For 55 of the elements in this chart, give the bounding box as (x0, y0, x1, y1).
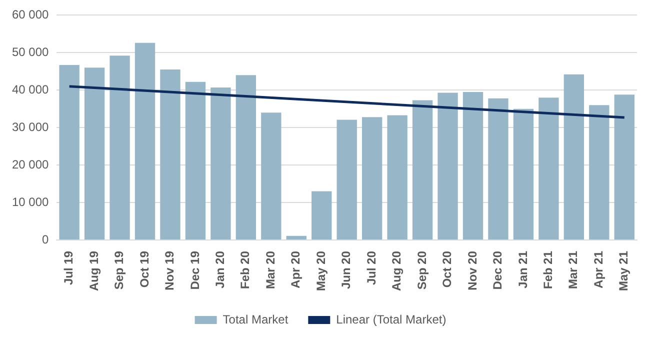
y-tick-label: 60 000 (12, 8, 50, 22)
bar (84, 68, 105, 240)
y-tick-label: 20 000 (12, 157, 50, 172)
y-tick-label: 10 000 (12, 194, 50, 209)
x-tick-label: Jan 21 (516, 250, 530, 288)
x-tick-label: Sep 20 (414, 250, 429, 290)
x-tick-label: Oct 19 (137, 250, 152, 288)
x-tick-label: Apr 21 (591, 250, 606, 288)
y-tick-label: 50 000 (12, 44, 50, 59)
bar (538, 98, 559, 240)
bar (589, 105, 610, 240)
bar (387, 115, 408, 240)
bar (438, 92, 458, 240)
bar (488, 98, 508, 240)
bar (210, 88, 231, 240)
x-tick-label: Aug 20 (390, 250, 404, 291)
x-tick-label: Jul 20 (364, 250, 378, 286)
bar (160, 70, 180, 240)
x-tick-label: Oct 20 (440, 250, 454, 288)
bar (336, 120, 357, 240)
x-tick-label: Nov 20 (465, 250, 480, 290)
y-tick-label: 30 000 (12, 120, 50, 134)
x-tick-label: Jun 20 (339, 250, 354, 289)
bar (286, 236, 306, 240)
bar (59, 65, 80, 240)
x-tick-label: Feb 21 (541, 250, 556, 289)
y-tick-label: 40 000 (12, 82, 50, 96)
x-tick-label: Jan 20 (213, 250, 228, 288)
bar (134, 42, 156, 240)
legend-label: Total Market (222, 312, 289, 326)
bar (362, 117, 382, 240)
bar (462, 92, 484, 240)
x-tick-label: Mar 20 (263, 250, 278, 290)
x-tick-label: Apr 20 (288, 250, 303, 288)
y-tick-label: 0 (42, 232, 50, 246)
bar (312, 191, 332, 240)
bar (110, 56, 130, 240)
x-tick-label: Dec 19 (188, 250, 202, 290)
bar (564, 74, 584, 240)
bar (412, 100, 433, 240)
x-tick-label: Mar 21 (566, 250, 580, 290)
x-tick-label: May 21 (616, 250, 631, 292)
x-tick-label: Aug 19 (86, 250, 101, 291)
x-tick-label: Nov 19 (162, 250, 177, 290)
bar (614, 94, 634, 240)
bar (185, 82, 206, 240)
x-tick-label: Dec 20 (490, 250, 505, 290)
x-tick-label: May 20 (314, 250, 328, 292)
legend-label: Linear (Total Market) (336, 312, 446, 326)
x-tick-label: Sep 19 (112, 250, 126, 290)
bar (261, 112, 282, 240)
bar (236, 75, 256, 240)
x-tick-label: Jul 19 (62, 250, 76, 286)
x-tick-label: Feb 20 (238, 250, 252, 289)
bar (513, 108, 534, 240)
